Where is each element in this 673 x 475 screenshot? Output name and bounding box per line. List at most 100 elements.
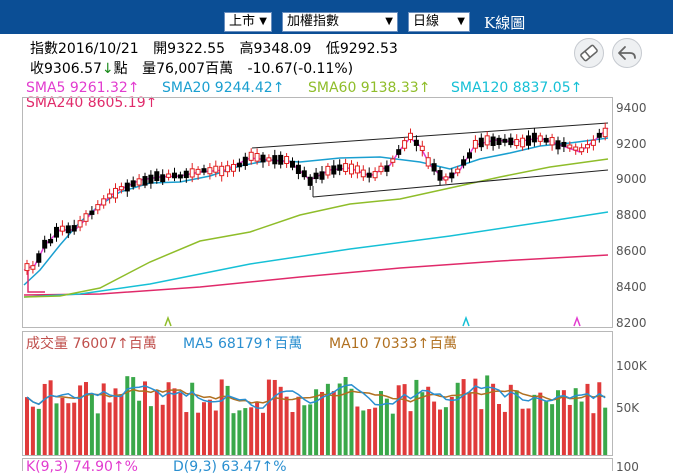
candlesticks xyxy=(24,122,608,275)
volume-bar xyxy=(603,407,608,455)
candle-body xyxy=(561,141,567,147)
candle-body xyxy=(508,137,514,146)
volume-bar xyxy=(461,379,466,455)
volume-bar xyxy=(60,397,65,455)
volume-bar xyxy=(526,408,531,455)
volume-ma5-legend: MA5 68179↑百萬 xyxy=(183,336,303,352)
volume-bar xyxy=(178,393,183,455)
candle-body xyxy=(260,154,266,163)
candle-body xyxy=(484,135,490,146)
volume-bar xyxy=(349,388,354,455)
channel-lower-line xyxy=(312,169,609,198)
candle-body xyxy=(555,140,561,150)
volume-bar xyxy=(207,399,212,455)
volume-bar xyxy=(25,397,29,455)
eraser-button[interactable] xyxy=(574,38,604,68)
sma5-legend: SMA5 9261.32↑ xyxy=(26,80,140,96)
candle-body xyxy=(36,253,42,263)
volume-bar xyxy=(278,386,283,455)
index-select[interactable]: 加權指數 ▼ xyxy=(282,12,398,32)
candle-body xyxy=(443,176,449,181)
candle-body xyxy=(166,173,172,178)
candle-body xyxy=(602,127,608,138)
candle-body xyxy=(54,226,59,238)
toolbar: 上市 ▼ 加權指數 ▼ 日線 ▼ K線圖 xyxy=(0,0,673,34)
candle-body xyxy=(219,165,225,177)
volume-bar xyxy=(314,389,319,455)
volume-bar xyxy=(119,394,124,455)
candle-body xyxy=(107,193,113,199)
volume-bar xyxy=(479,409,484,455)
start-bracket-line xyxy=(27,266,45,293)
price-tick: 8800 xyxy=(616,208,647,222)
candle-body xyxy=(449,172,455,179)
volume-bar xyxy=(420,392,425,455)
volume-bar xyxy=(290,411,295,455)
chevron-down-icon: ▼ xyxy=(259,16,267,27)
volume-bar xyxy=(426,386,431,455)
candle-body xyxy=(278,154,284,165)
candle-body xyxy=(101,198,107,206)
candle-body xyxy=(142,176,148,186)
close-price: 收9306.57 xyxy=(30,61,102,77)
sma120-legend: SMA120 8837.05↑ xyxy=(451,80,583,96)
volume-bar xyxy=(585,383,590,455)
candle-body xyxy=(413,139,419,146)
candle-body xyxy=(437,170,443,181)
volume-bar xyxy=(538,392,543,455)
volume-bar xyxy=(355,406,360,455)
candle-body xyxy=(195,168,201,175)
market-select[interactable]: 上市 ▼ xyxy=(224,12,272,32)
candle-body xyxy=(130,180,136,187)
candle-body xyxy=(372,171,378,179)
volume-bar xyxy=(249,407,254,455)
volume-bar xyxy=(514,390,519,455)
volume-bar xyxy=(95,413,100,455)
volume-ma5-line xyxy=(26,384,606,409)
chart-title: K線圖 xyxy=(484,14,526,32)
volume-bar xyxy=(396,385,401,455)
info-row-1: 指數2016/10/21 開9322.55 高9348.09 低9292.53 xyxy=(30,38,398,58)
volume-bar xyxy=(438,409,442,455)
volume-bar xyxy=(343,376,348,455)
price-panel-frame xyxy=(22,97,613,328)
candle-body xyxy=(83,213,89,222)
trend-channel xyxy=(251,122,609,198)
candle-body xyxy=(301,170,307,178)
candle-body xyxy=(343,163,349,173)
high-price: 高9348.09 xyxy=(239,41,312,57)
volume-bar xyxy=(455,382,460,455)
candle-body xyxy=(172,172,177,179)
volume-bar xyxy=(508,384,513,455)
candle-body xyxy=(590,139,596,146)
volume-bar xyxy=(573,388,578,455)
candle-body xyxy=(42,239,48,249)
candle-body xyxy=(201,168,207,173)
back-button[interactable] xyxy=(612,38,642,68)
period-select[interactable]: 日線 ▼ xyxy=(408,12,470,32)
volume-bar xyxy=(219,379,224,455)
volume-bar xyxy=(54,403,59,455)
volume-bar xyxy=(449,396,454,455)
volume-bar xyxy=(125,376,130,455)
candle-body xyxy=(496,137,502,146)
volume-bar xyxy=(137,400,142,455)
volume-bar xyxy=(373,407,378,455)
close-arrow: ↓ xyxy=(101,61,114,77)
index-select-value: 加權指數 xyxy=(287,14,340,29)
volume-tick: 50K xyxy=(616,401,640,415)
candle-body xyxy=(307,176,313,186)
candle-body xyxy=(284,156,290,164)
change-value: -10.67(-0.11%) xyxy=(247,61,354,77)
candle-body xyxy=(502,138,508,143)
volume-bar xyxy=(367,409,372,455)
volume-bar xyxy=(561,390,566,455)
price-tick: 8600 xyxy=(616,244,647,258)
low-price: 低9292.53 xyxy=(325,41,398,57)
volume-bar xyxy=(272,379,277,455)
candle-body xyxy=(331,165,337,175)
volume-bar xyxy=(390,413,395,455)
volume-value: 量76,007百萬 xyxy=(142,61,234,77)
volume-bar xyxy=(107,402,112,455)
